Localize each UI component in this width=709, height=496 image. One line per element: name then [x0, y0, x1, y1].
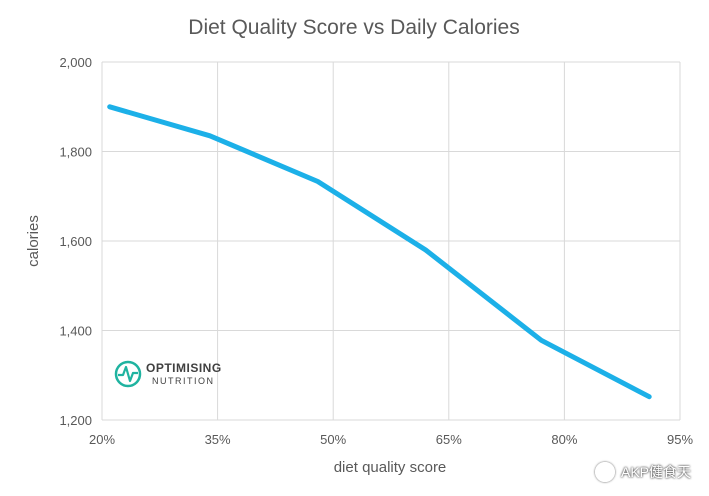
x-tick-label: 95%: [667, 432, 693, 447]
logo-text-line2: NUTRITION: [152, 376, 215, 386]
x-tick-label: 20%: [89, 432, 115, 447]
gridlines: [101, 61, 681, 421]
x-tick-label: 35%: [205, 432, 231, 447]
series-line-calories: [107, 104, 652, 400]
y-tick-label: 1,600: [59, 234, 92, 249]
y-tick-label: 1,800: [59, 145, 92, 160]
x-axis-ticks: 20% 35% 50% 65% 80% 95%: [89, 432, 693, 447]
x-tick-label: 50%: [320, 432, 346, 447]
optimising-nutrition-logo: OPTIMISING NUTRITION: [114, 360, 222, 388]
y-tick-label: 1,200: [59, 413, 92, 428]
chart-title: Diet Quality Score vs Daily Calories: [188, 16, 519, 39]
x-axis-label: diet quality score: [334, 459, 447, 476]
logo-pulse-icon: [118, 365, 138, 383]
y-tick-label: 2,000: [59, 55, 92, 70]
wechat-icon: [594, 462, 615, 482]
watermark: AKP健食天: [594, 462, 691, 482]
logo-text-line1: OPTIMISING: [146, 361, 222, 375]
series-group: [107, 104, 652, 400]
y-axis-ticks: 1,200 1,400 1,600 1,800 2,000: [59, 55, 92, 428]
logo-circle-icon: [114, 360, 142, 388]
watermark-text: AKP健食天: [620, 464, 691, 480]
y-tick-label: 1,400: [59, 324, 92, 339]
y-axis-label: calories: [25, 215, 42, 267]
x-tick-label: 80%: [551, 432, 577, 447]
x-tick-label: 65%: [436, 432, 462, 447]
